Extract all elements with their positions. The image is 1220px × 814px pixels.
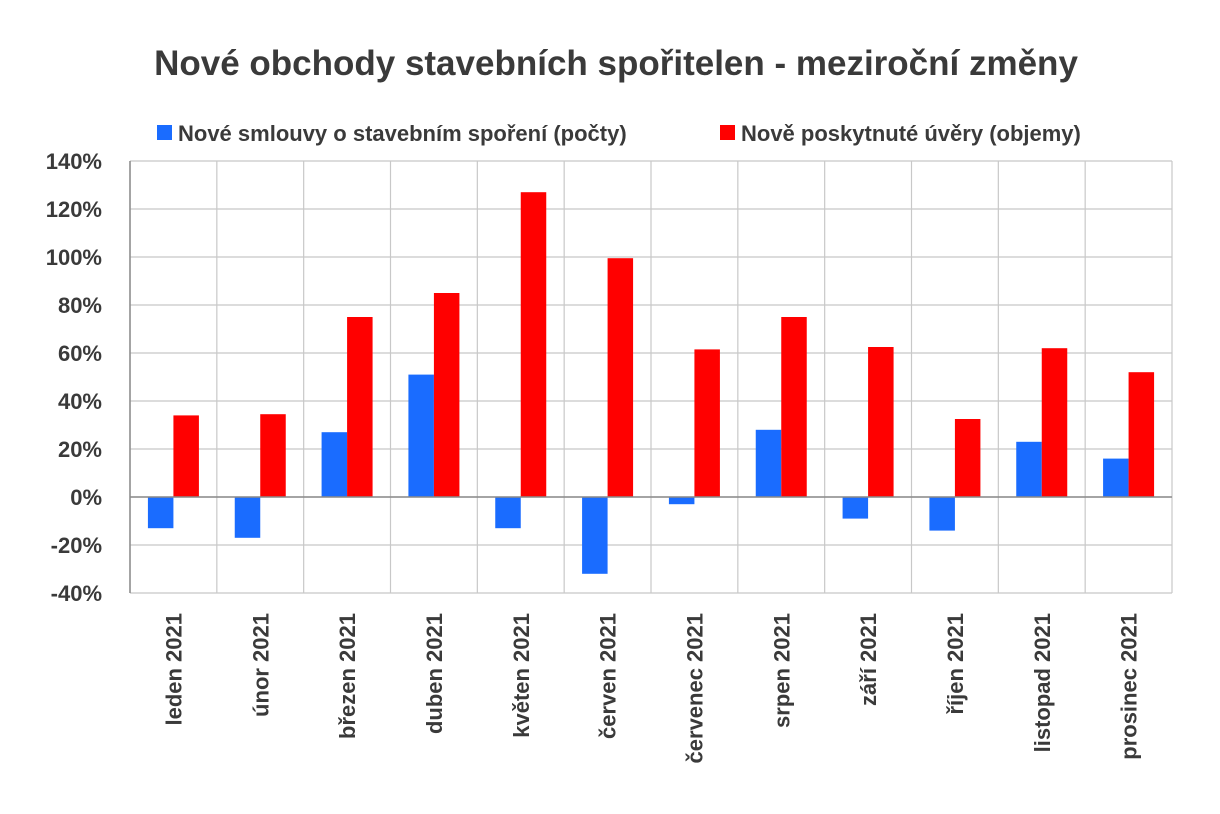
y-tick-label: 100% <box>46 245 102 270</box>
bar-contracts-5 <box>495 497 521 529</box>
legend-item: Nové smlouvy o stavebním spoření (počty) <box>157 121 627 146</box>
y-axis-ticks: 140% 120% 100% 80% 60% 40% 20% 0% -20% -40% <box>46 149 102 606</box>
axes <box>129 161 1172 593</box>
bar-contracts-11 <box>1016 441 1042 497</box>
legend-swatch <box>157 125 172 140</box>
bar-loans-4 <box>433 293 460 497</box>
bar-contracts-9 <box>842 497 869 519</box>
x-tick-label: duben 2021 <box>422 613 447 734</box>
legend-item: Nově poskytnuté úvěry (objemy) <box>720 121 1081 146</box>
bar-loans-5 <box>520 192 547 497</box>
bar-contracts-6 <box>582 497 608 574</box>
bar-contracts-1 <box>147 497 174 529</box>
x-tick-label: květen 2021 <box>509 613 534 738</box>
x-tick-label: prosinec 2021 <box>1117 613 1142 760</box>
bar-loans-7 <box>694 349 720 497</box>
bar-contracts-12 <box>1103 458 1129 497</box>
x-axis-ticks: leden 2021 únor 2021 březen 2021 duben 2021… <box>161 613 1141 763</box>
bar-contracts-7 <box>668 497 695 505</box>
bar-loans-2 <box>260 414 286 497</box>
y-tick-label: -40% <box>51 581 102 606</box>
y-tick-label: 80% <box>58 293 102 318</box>
x-tick-label: září 2021 <box>856 613 881 706</box>
bar-loans-9 <box>868 347 894 497</box>
y-tick-label: 20% <box>58 437 102 462</box>
y-tick-label: -20% <box>51 533 102 558</box>
legend-swatch <box>720 125 735 140</box>
bar-contracts-2 <box>234 497 261 538</box>
bar-contracts-4 <box>408 374 434 497</box>
x-tick-label: srpen 2021 <box>769 613 794 728</box>
bar-contracts-10 <box>929 497 955 531</box>
chart-title: Nové obchody stavebních spořitelen - mez… <box>154 44 1078 83</box>
x-tick-label: říjen 2021 <box>943 613 968 715</box>
legend: Nové smlouvy o stavebním spoření (počty)… <box>157 121 1081 146</box>
bar-loans-10 <box>954 419 981 497</box>
bar-contracts-8 <box>755 429 782 497</box>
bar-loans-12 <box>1128 372 1155 497</box>
x-tick-label: leden 2021 <box>161 613 186 726</box>
x-tick-label: červenec 2021 <box>682 613 707 763</box>
bar-loans-3 <box>347 317 373 497</box>
bar-loans-8 <box>781 317 807 497</box>
y-tick-label: 0% <box>70 485 102 510</box>
bar-loans-11 <box>1041 348 1068 497</box>
x-tick-label: červen 2021 <box>596 613 621 739</box>
bar-loans-6 <box>607 258 634 497</box>
y-tick-label: 60% <box>58 341 102 366</box>
x-tick-label: únor 2021 <box>248 613 273 717</box>
y-tick-label: 40% <box>58 389 102 414</box>
grid <box>129 160 1173 594</box>
bar-loans-1 <box>173 415 199 497</box>
legend-label: Nově poskytnuté úvěry (objemy) <box>741 121 1081 146</box>
bar-contracts-3 <box>321 432 348 497</box>
bars <box>147 192 1155 574</box>
legend-label: Nové smlouvy o stavebním spoření (počty) <box>178 121 627 146</box>
y-tick-label: 120% <box>46 197 102 222</box>
x-tick-label: listopad 2021 <box>1030 613 1055 752</box>
x-tick-label: březen 2021 <box>335 613 360 739</box>
y-tick-label: 140% <box>46 149 102 174</box>
